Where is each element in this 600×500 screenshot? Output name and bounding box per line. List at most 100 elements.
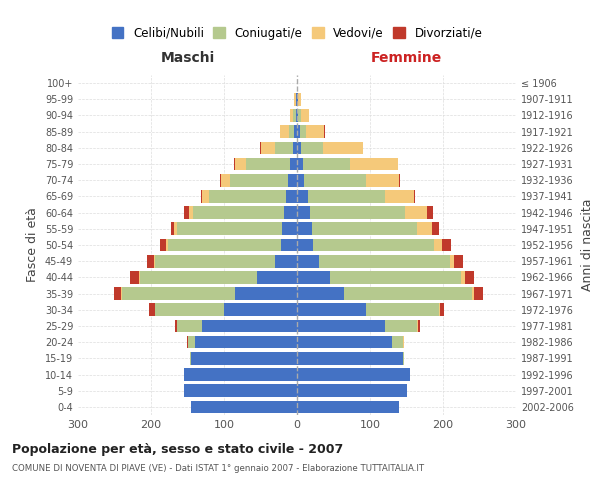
Bar — [297, 352, 403, 364]
Bar — [235, 288, 297, 300]
Bar — [187, 336, 188, 348]
Bar — [175, 320, 176, 332]
Bar — [323, 142, 363, 154]
Bar — [301, 109, 310, 122]
Bar — [308, 190, 385, 202]
Bar — [297, 368, 410, 381]
Bar — [297, 238, 313, 252]
Bar — [294, 126, 297, 138]
Bar — [385, 190, 414, 202]
Bar — [414, 190, 415, 202]
Bar — [191, 352, 297, 364]
Bar — [297, 206, 310, 219]
Bar — [439, 304, 440, 316]
Bar — [234, 158, 235, 170]
Bar — [296, 93, 297, 106]
Bar — [313, 238, 434, 252]
Bar — [293, 142, 297, 154]
Bar — [297, 304, 367, 316]
Bar — [202, 320, 297, 332]
Bar — [190, 352, 191, 364]
Bar — [297, 174, 304, 186]
Bar — [442, 238, 451, 252]
Bar — [139, 271, 140, 283]
Bar — [324, 126, 325, 138]
Bar — [187, 336, 195, 348]
Bar — [367, 174, 399, 186]
Bar — [191, 400, 297, 413]
Bar — [465, 271, 473, 283]
Bar — [297, 336, 392, 348]
Bar — [296, 109, 297, 122]
Y-axis label: Anni di nascita: Anni di nascita — [581, 198, 593, 291]
Bar — [367, 304, 439, 316]
Text: COMUNE DI NOVENTA DI PIAVE (VE) - Dati ISTAT 1° gennaio 2007 - Elaborazione TUTT: COMUNE DI NOVENTA DI PIAVE (VE) - Dati I… — [12, 464, 424, 473]
Bar — [304, 174, 367, 186]
Bar — [418, 320, 419, 332]
Bar — [220, 174, 221, 186]
Bar — [454, 255, 463, 268]
Bar — [297, 142, 301, 154]
Bar — [140, 271, 257, 283]
Bar — [290, 158, 297, 170]
Bar — [297, 400, 399, 413]
Bar — [121, 288, 122, 300]
Bar — [166, 238, 168, 252]
Bar — [297, 222, 311, 235]
Bar — [399, 174, 400, 186]
Bar — [230, 174, 288, 186]
Bar — [224, 304, 297, 316]
Bar — [403, 336, 404, 348]
Bar — [472, 288, 475, 300]
Bar — [405, 206, 427, 219]
Bar — [200, 190, 202, 202]
Bar — [297, 190, 308, 202]
Bar — [146, 255, 154, 268]
Bar — [297, 271, 330, 283]
Bar — [184, 384, 297, 397]
Bar — [130, 271, 139, 283]
Bar — [297, 288, 344, 300]
Bar — [275, 142, 293, 154]
Bar — [202, 190, 209, 202]
Bar — [298, 93, 301, 106]
Bar — [319, 255, 451, 268]
Bar — [289, 126, 294, 138]
Bar — [293, 109, 296, 122]
Bar — [175, 222, 176, 235]
Bar — [221, 174, 230, 186]
Bar — [434, 238, 442, 252]
Bar — [283, 222, 297, 235]
Bar — [297, 109, 298, 122]
Bar — [311, 222, 418, 235]
Bar — [246, 158, 290, 170]
Bar — [184, 368, 297, 381]
Bar — [176, 222, 283, 235]
Bar — [440, 304, 444, 316]
Bar — [281, 238, 297, 252]
Legend: Celibi/Nubili, Coniugati/e, Vedovi/e, Divorziati/e: Celibi/Nubili, Coniugati/e, Vedovi/e, Di… — [112, 26, 482, 40]
Bar — [427, 206, 433, 219]
Bar — [260, 142, 275, 154]
Bar — [257, 271, 297, 283]
Bar — [184, 206, 189, 219]
Bar — [306, 126, 324, 138]
Bar — [297, 255, 319, 268]
Bar — [297, 158, 303, 170]
Bar — [114, 288, 121, 300]
Bar — [275, 255, 297, 268]
Bar — [298, 109, 301, 122]
Bar — [122, 288, 235, 300]
Bar — [301, 142, 323, 154]
Bar — [286, 190, 297, 202]
Bar — [297, 384, 407, 397]
Bar — [290, 109, 293, 122]
Bar — [297, 126, 300, 138]
Bar — [475, 288, 483, 300]
Bar — [280, 126, 289, 138]
Bar — [176, 320, 202, 332]
Bar — [300, 126, 306, 138]
Bar — [330, 271, 461, 283]
Bar — [344, 288, 472, 300]
Bar — [297, 320, 385, 332]
